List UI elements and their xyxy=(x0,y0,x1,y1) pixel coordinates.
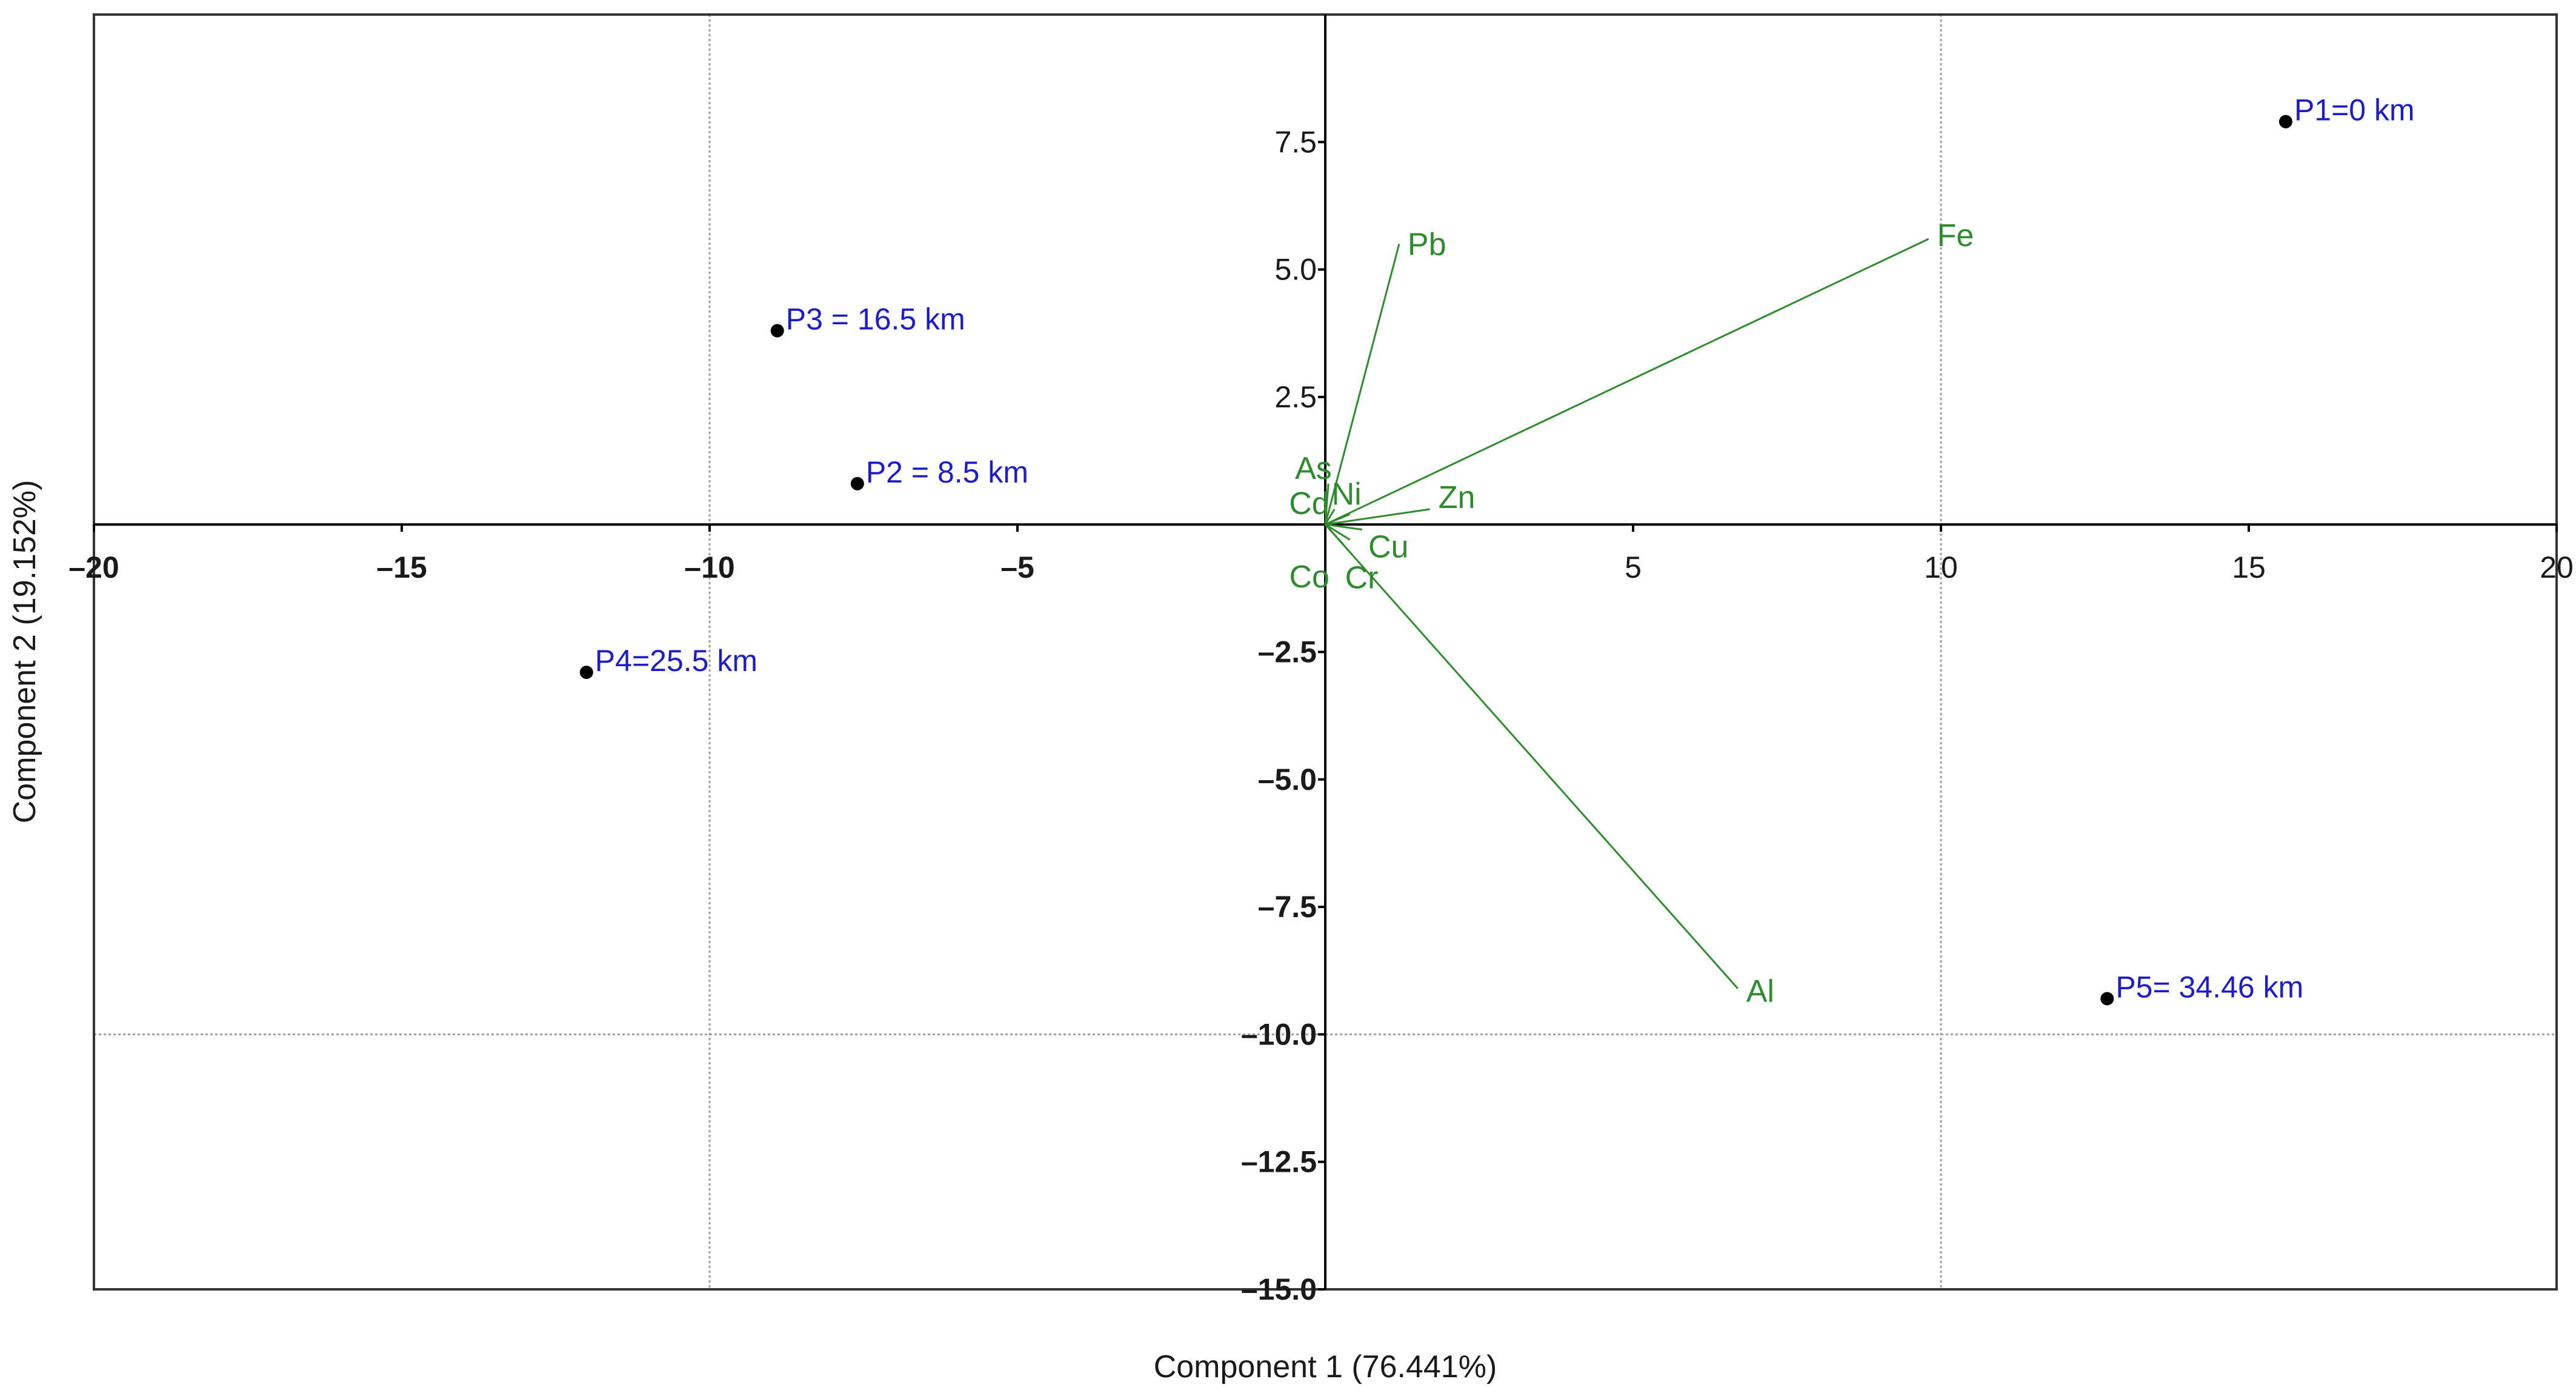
y-tick-label: –5.0 xyxy=(1258,763,1317,797)
y-tick-label: 7.5 xyxy=(1274,125,1317,159)
y-tick-label: –12.5 xyxy=(1241,1145,1317,1179)
observation-points: P1=0 km P2 = 8.5 km P3 = 16.5 km P4=25.5 km… xyxy=(579,93,2415,1006)
y-tick-label: 5.0 xyxy=(1274,253,1317,287)
x-tick-label: 5 xyxy=(1625,550,1642,584)
loading-vector-fe xyxy=(1325,238,1929,526)
observation-label: P1=0 km xyxy=(2294,93,2415,127)
y-axis-title: Component 2 (19.152%) xyxy=(7,480,42,824)
y-tick-label: –7.5 xyxy=(1258,890,1317,924)
loading-vector-pb xyxy=(1324,244,1400,525)
y-tick-label: –15.0 xyxy=(1241,1272,1317,1306)
observation-point xyxy=(850,476,864,490)
loading-vector-as xyxy=(1324,483,1330,525)
variable-label: Ni xyxy=(1332,476,1362,512)
y-tick-label: –2.5 xyxy=(1258,635,1317,669)
observation-point xyxy=(579,666,593,680)
x-tick-label: 15 xyxy=(2232,550,2266,584)
variable-label: Pb xyxy=(1408,227,1446,262)
x-tick-label: –10 xyxy=(684,550,734,584)
observation-label: P2 = 8.5 km xyxy=(866,455,1028,489)
observation-point xyxy=(770,324,784,338)
variable-label: Zn xyxy=(1439,480,1476,515)
variable-label: Al xyxy=(1746,974,1774,1009)
loading-vector-cu xyxy=(1325,523,1363,531)
y-tick-label: –10.0 xyxy=(1241,1017,1317,1051)
loading-vector-cd xyxy=(1324,509,1336,525)
loading-vector-ni xyxy=(1325,513,1351,526)
observation-point xyxy=(2100,992,2114,1006)
variable-label: Cu xyxy=(1368,530,1408,565)
observation-label: P3 = 16.5 km xyxy=(786,302,965,336)
x-tick-label: –15 xyxy=(376,550,427,584)
axis-ticks: –20 –15 –10 –5 5 10 15 20 7.5 5.0 2.5 –2.5 –5.0 –7.5 –… xyxy=(68,125,2574,1306)
variable-label: Co xyxy=(1289,560,1329,595)
loading-vector-zn xyxy=(1325,508,1430,526)
x-tick-label: –5 xyxy=(1000,550,1034,584)
x-axis-title: Component 1 (76.441%) xyxy=(1154,1349,1497,1385)
x-tick-label: 20 xyxy=(2540,550,2574,584)
variable-label: Cd xyxy=(1289,486,1329,521)
x-tick-label: –20 xyxy=(68,550,119,584)
loading-vector-al xyxy=(1324,524,1739,989)
variable-label: Cr xyxy=(1345,560,1379,595)
variable-label: Fe xyxy=(1937,218,1974,253)
loading-vector-co xyxy=(1324,524,1345,546)
loading-vector-cr xyxy=(1325,523,1351,541)
y-tick-label: 2.5 xyxy=(1274,380,1317,414)
observation-point xyxy=(2278,115,2292,129)
observation-label: P4=25.5 km xyxy=(595,644,757,678)
observation-label: P5= 34.46 km xyxy=(2115,970,2303,1004)
variable-label: As xyxy=(1295,451,1332,486)
x-tick-label: 10 xyxy=(1924,550,1958,584)
